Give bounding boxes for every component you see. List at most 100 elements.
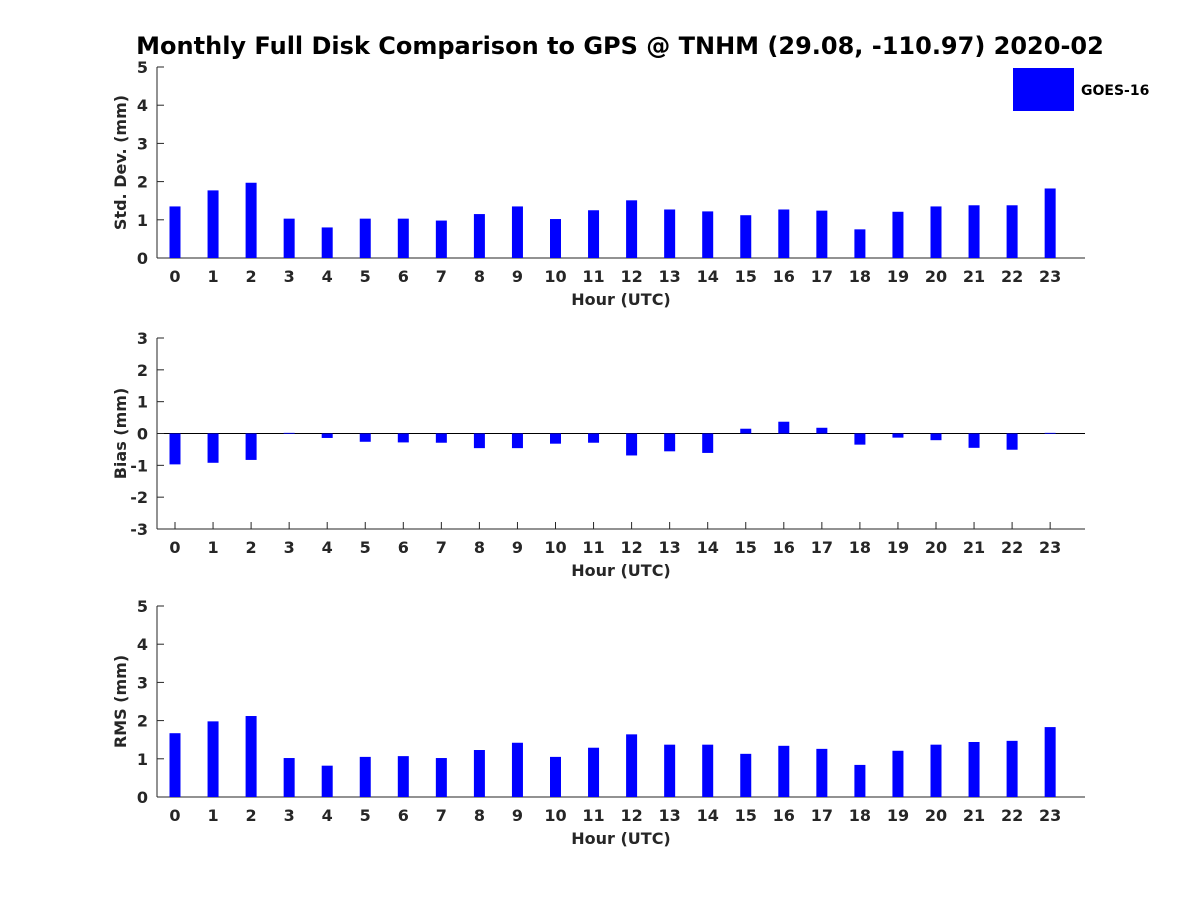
bias-x-tick-label: 9 bbox=[512, 538, 523, 557]
rms-y-tick-label: 3 bbox=[137, 673, 148, 692]
bias-y-tick-label: 3 bbox=[137, 329, 148, 348]
std-dev-x-tick-label: 7 bbox=[436, 267, 447, 286]
std-dev-bar bbox=[473, 214, 485, 258]
std-dev-y-tick-label: 0 bbox=[137, 249, 148, 268]
rms-bar bbox=[968, 741, 980, 797]
rms-x-tick-label: 5 bbox=[360, 806, 371, 825]
std-dev-x-tick-label: 20 bbox=[925, 267, 947, 286]
std-dev-bar bbox=[664, 209, 676, 258]
bias-bar bbox=[511, 433, 523, 449]
std-dev-bar bbox=[207, 190, 219, 258]
std-dev-y-tick-label: 2 bbox=[137, 173, 148, 192]
bias-bar bbox=[892, 433, 904, 438]
rms-bar bbox=[397, 756, 409, 797]
rms-bar bbox=[664, 744, 676, 797]
bias-bar bbox=[1044, 432, 1056, 434]
bias-x-tick-label: 19 bbox=[887, 538, 909, 557]
rms-x-tick-label: 23 bbox=[1039, 806, 1061, 825]
rms-bar bbox=[511, 742, 523, 797]
bias-x-tick-label: 11 bbox=[582, 538, 604, 557]
rms-x-tick-label: 3 bbox=[284, 806, 295, 825]
bias-bar bbox=[283, 432, 295, 434]
chart-title: Monthly Full Disk Comparison to GPS @ TN… bbox=[136, 32, 1104, 60]
bias-x-tick-label: 13 bbox=[659, 538, 681, 557]
rms-x-tick-label: 19 bbox=[887, 806, 909, 825]
bias-bar bbox=[664, 433, 676, 452]
std-dev-bar bbox=[435, 220, 447, 258]
bias-x-tick-label: 17 bbox=[811, 538, 833, 557]
rms-y-tick-label: 2 bbox=[137, 712, 148, 731]
bias-bar bbox=[207, 433, 219, 463]
rms-bar bbox=[740, 753, 752, 797]
bias-bar bbox=[968, 433, 980, 448]
std-dev-x-tick-label: 21 bbox=[963, 267, 985, 286]
std-dev-x-tick-label: 14 bbox=[697, 267, 719, 286]
bias-x-tick-label: 22 bbox=[1001, 538, 1023, 557]
std-dev-y-tick-label: 4 bbox=[137, 96, 148, 115]
bias-x-tick-label: 15 bbox=[735, 538, 757, 557]
std-dev-x-tick-label: 17 bbox=[811, 267, 833, 286]
bias-bar bbox=[740, 428, 752, 434]
rms-bar bbox=[169, 733, 181, 797]
legend-label: GOES-16 bbox=[1081, 83, 1149, 99]
bias-bar bbox=[816, 427, 828, 434]
std-dev-bar bbox=[283, 218, 295, 258]
std-dev-x-tick-label: 0 bbox=[169, 267, 180, 286]
std-dev-x-tick-label: 1 bbox=[207, 267, 218, 286]
rms-x-tick-label: 2 bbox=[246, 806, 257, 825]
std-dev-bar bbox=[778, 209, 790, 258]
std-dev-y-tick-label: 1 bbox=[137, 211, 148, 230]
rms-bar bbox=[588, 747, 600, 797]
bias-x-tick-label: 0 bbox=[169, 538, 180, 557]
bias-bar bbox=[588, 433, 600, 443]
bias-x-tick-label: 14 bbox=[697, 538, 719, 557]
rms-bar bbox=[245, 716, 257, 797]
bias-y-tick-label: -2 bbox=[130, 488, 148, 507]
bias-bar bbox=[702, 433, 714, 453]
bias-x-tick-label: 18 bbox=[849, 538, 871, 557]
bias-bar bbox=[397, 433, 409, 443]
rms-x-tick-label: 21 bbox=[963, 806, 985, 825]
std-dev-x-tick-label: 3 bbox=[284, 267, 295, 286]
legend-swatch bbox=[1013, 68, 1074, 111]
std-dev-bar bbox=[930, 206, 942, 258]
rms-y-tick-label: 5 bbox=[137, 597, 148, 616]
rms-x-axis-label: Hour (UTC) bbox=[571, 829, 671, 848]
rms-y-tick-label: 0 bbox=[137, 788, 148, 807]
rms-y-axis-label: RMS (mm) bbox=[111, 655, 130, 748]
bias-x-tick-label: 3 bbox=[284, 538, 295, 557]
rms-bar bbox=[1006, 740, 1018, 797]
bias-x-tick-label: 23 bbox=[1039, 538, 1061, 557]
bias-bar bbox=[854, 433, 866, 445]
bias-y-tick-label: 0 bbox=[137, 425, 148, 444]
bias-y-tick-label: 2 bbox=[137, 361, 148, 380]
rms-x-tick-label: 6 bbox=[398, 806, 409, 825]
std-dev-y-axis-label: Std. Dev. (mm) bbox=[111, 95, 130, 230]
rms-bar bbox=[626, 734, 638, 797]
rms-bar bbox=[321, 765, 333, 797]
rms-bar bbox=[435, 758, 447, 797]
rms-x-tick-label: 20 bbox=[925, 806, 947, 825]
bias-bar bbox=[435, 433, 447, 443]
rms-x-tick-label: 16 bbox=[773, 806, 795, 825]
bias-x-tick-label: 10 bbox=[544, 538, 566, 557]
bias-x-tick-label: 12 bbox=[620, 538, 642, 557]
std-dev-y-tick-label: 5 bbox=[137, 58, 148, 77]
std-dev-bar bbox=[816, 210, 828, 258]
bias-x-tick-label: 5 bbox=[360, 538, 371, 557]
rms-y-tick-label: 4 bbox=[137, 635, 148, 654]
std-dev-bar bbox=[854, 229, 866, 258]
rms-x-tick-label: 9 bbox=[512, 806, 523, 825]
std-dev-bar bbox=[511, 206, 523, 258]
bias-x-tick-label: 1 bbox=[207, 538, 218, 557]
bias-x-axis-label: Hour (UTC) bbox=[571, 561, 671, 580]
std-dev-bar bbox=[968, 205, 980, 258]
std-dev-x-tick-label: 2 bbox=[246, 267, 257, 286]
bias-bar bbox=[473, 433, 485, 449]
rms-x-tick-label: 0 bbox=[169, 806, 180, 825]
bias-x-tick-label: 8 bbox=[474, 538, 485, 557]
std-dev-x-tick-label: 11 bbox=[582, 267, 604, 286]
